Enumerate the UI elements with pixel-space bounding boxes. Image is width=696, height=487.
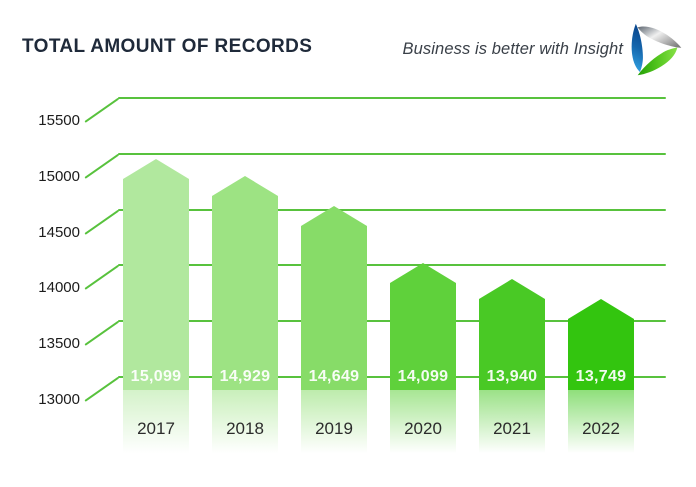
- y-axis-tick-label: 13000: [38, 391, 80, 408]
- gridline: [118, 153, 666, 155]
- bar-value-label: 14,099: [397, 368, 449, 385]
- x-axis-label: 2020: [404, 419, 442, 438]
- x-axis-label: 2021: [493, 419, 531, 438]
- x-axis-label: 2019: [315, 419, 353, 438]
- x-axis-label: 2022: [582, 419, 620, 438]
- bar-value-label: 14,929: [219, 368, 271, 385]
- gridline-diagonal: [84, 153, 120, 179]
- y-axis-tick-label: 13500: [38, 335, 80, 352]
- bar-reflection-fade: [568, 390, 634, 462]
- bar-reflection-fade: [123, 390, 189, 462]
- bar-value-label: 14,649: [308, 368, 360, 385]
- bar: [123, 159, 189, 390]
- gridline: [118, 264, 666, 266]
- bar: [390, 263, 456, 390]
- x-axis-label: 2017: [137, 419, 175, 438]
- page-title: TOTAL AMOUNT OF RECORDS: [22, 36, 313, 57]
- bar-value-label: 13,940: [486, 368, 538, 385]
- gridline-diagonal: [84, 209, 120, 235]
- bar-reflection-fade: [479, 390, 545, 462]
- y-axis-tick-label: 15500: [38, 112, 80, 129]
- bar-reflection-fade: [212, 390, 278, 462]
- bar: [212, 176, 278, 390]
- x-axis-label: 2018: [226, 419, 264, 438]
- insight-logo-icon: [631, 23, 682, 76]
- brand-block: Business is better with Insight: [403, 22, 684, 76]
- bar-reflection-fade: [301, 390, 367, 462]
- y-axis-tick-label: 14500: [38, 224, 80, 241]
- y-axis-tick-label: 15000: [38, 168, 80, 185]
- y-axis-tick-label: 14000: [38, 279, 80, 296]
- bar: [479, 279, 545, 390]
- bar-reflection-fade: [390, 390, 456, 462]
- gridline: [118, 209, 666, 211]
- gridline-diagonal: [84, 320, 120, 346]
- bar: [301, 206, 367, 390]
- gridline: [118, 97, 666, 99]
- gridline-diagonal: [84, 97, 120, 123]
- bar: [568, 299, 634, 390]
- bar-value-label: 13,749: [575, 368, 627, 385]
- brand-tagline: Business is better with Insight: [402, 39, 623, 58]
- gridline-diagonal: [84, 264, 120, 290]
- bar-value-label: 15,099: [130, 368, 182, 385]
